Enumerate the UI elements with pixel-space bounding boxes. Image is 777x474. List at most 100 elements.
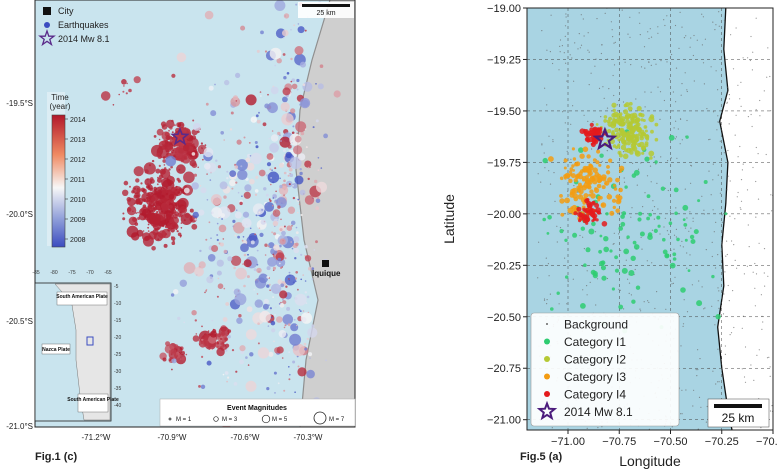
- scatter-point: [718, 381, 720, 383]
- earthquake-dot: [279, 162, 284, 168]
- scatter-point: [599, 234, 603, 238]
- earthquake-dot: [232, 95, 239, 101]
- earthquake-dot: [287, 144, 292, 149]
- scatter-point: [769, 410, 772, 412]
- earthquake-dot: [235, 370, 238, 373]
- scatter-point: [675, 101, 677, 103]
- earthquake-dot: [273, 244, 280, 251]
- scatter-point: [649, 165, 652, 167]
- earthquake-dot: [292, 343, 306, 357]
- earthquake-dot: [283, 326, 286, 329]
- earthquake-dot: [270, 183, 272, 186]
- earthquake-dot: [112, 104, 115, 106]
- earthquake-dot: [170, 146, 174, 150]
- scatter-point: [594, 203, 600, 208]
- earthquake-dot: [295, 226, 298, 229]
- scatter-point: [754, 287, 756, 289]
- scatter-point: [689, 46, 691, 48]
- scatter-point: [640, 310, 642, 312]
- earthquake-dot: [305, 302, 308, 304]
- inset-right-tick: -5: [114, 284, 119, 290]
- scatter-point: [771, 405, 773, 407]
- scatter-point: [706, 405, 708, 408]
- scatter-point: [689, 234, 695, 240]
- scatter-point: [631, 146, 636, 151]
- scatter-point: [615, 177, 620, 183]
- scatter-point: [686, 217, 688, 219]
- scatter-point: [559, 45, 561, 48]
- earthquake-dot: [247, 153, 251, 158]
- scatter-point: [587, 120, 589, 122]
- scatter-point: [543, 299, 546, 301]
- scatter-point: [674, 211, 678, 216]
- earthquake-dot: [134, 202, 136, 205]
- earthquake-dot: [277, 257, 282, 262]
- earthquake-dot: [298, 309, 301, 311]
- scatter-point: [624, 113, 631, 120]
- earthquake-dot: [122, 212, 125, 215]
- scatter-point: [640, 236, 642, 238]
- legend-entry-label: Category I3: [564, 370, 626, 384]
- earthquake-dot: [157, 176, 159, 179]
- earthquake-dot: [216, 341, 220, 345]
- scatter-point: [697, 349, 699, 351]
- right-x-tick-label: −70.50: [654, 436, 688, 448]
- earthquake-dot: [141, 192, 152, 203]
- earthquake-dot: [160, 187, 163, 190]
- earthquake-dot: [333, 90, 341, 98]
- earthquake-dot: [178, 147, 185, 154]
- earthquake-dot: [126, 82, 128, 85]
- earthquake-dot: [298, 153, 306, 161]
- earthquake-dot: [288, 351, 291, 354]
- earthquake-dot: [226, 170, 229, 173]
- earthquake-dot: [283, 225, 286, 228]
- scatter-point: [596, 278, 599, 280]
- scatter-point: [692, 405, 694, 407]
- earthquake-dot: [255, 175, 259, 179]
- earthquake-dot: [273, 371, 277, 375]
- earthquake-dot: [260, 219, 266, 225]
- right-x-tick-label: −70.75: [602, 436, 636, 448]
- scatter-point: [728, 300, 730, 302]
- earthquake-dot: [223, 287, 226, 290]
- earthquake-dot: [237, 235, 241, 239]
- scatter-point: [585, 247, 591, 253]
- earthquake-dot: [158, 164, 161, 167]
- scatter-point: [618, 170, 622, 173]
- scatter-point: [680, 118, 682, 120]
- earthquake-dot: [300, 61, 306, 68]
- scatter-point: [631, 299, 636, 304]
- scatter-point: [737, 191, 739, 194]
- right-x-tick-label: −70.00: [756, 436, 777, 448]
- scatter-point: [650, 36, 653, 38]
- scatter-point: [611, 29, 613, 31]
- left-longitude-ticks: -71.2°W -70.9°W -70.6°W -70.3°W: [82, 433, 323, 442]
- earthquake-dot: [207, 330, 210, 332]
- earthquake-dot: [283, 179, 286, 183]
- colorbar-tick-label: 2011: [70, 177, 85, 184]
- scatter-point: [690, 164, 692, 166]
- earthquake-dot: [311, 267, 315, 271]
- scatter-point: [666, 230, 668, 232]
- earthquake-dot: [236, 139, 242, 145]
- earthquake-dot: [156, 183, 159, 186]
- scatter-point: [547, 215, 552, 220]
- earthquake-dot: [268, 137, 271, 140]
- earthquake-dot: [317, 83, 324, 90]
- scatter-point: [758, 349, 760, 351]
- earthquake-dot: [217, 165, 221, 169]
- earthquake-dot: [147, 204, 153, 210]
- scatter-point: [769, 375, 771, 377]
- right-map-svg: −71.00−70.75−70.50−70.25−70.00 −19.00−19…: [441, 3, 777, 469]
- scatter-point: [757, 198, 760, 200]
- earthquake-dot: [229, 179, 236, 187]
- scatter-point: [693, 229, 699, 235]
- scatter-point: [644, 129, 648, 133]
- scatter-point: [752, 51, 754, 53]
- earthquake-dot: [308, 266, 312, 271]
- scatter-point: [651, 262, 653, 264]
- scatter-point: [663, 226, 665, 228]
- scatter-point: [727, 149, 729, 152]
- scatter-point: [664, 187, 666, 189]
- earthquake-dot: [261, 209, 263, 211]
